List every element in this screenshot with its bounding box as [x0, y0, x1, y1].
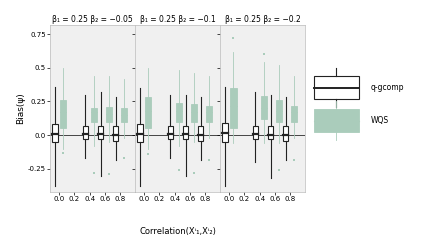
Bar: [276, 100, 282, 122]
Bar: [168, 126, 173, 139]
Bar: [176, 103, 182, 122]
Text: q-gcomp: q-gcomp: [371, 83, 404, 92]
Text: WQS: WQS: [371, 116, 389, 125]
Bar: [314, 109, 359, 132]
Title: β₁ = 0.25 β₂ = −0.05: β₁ = 0.25 β₂ = −0.05: [52, 15, 133, 24]
Bar: [183, 126, 188, 139]
Bar: [198, 126, 204, 141]
Bar: [52, 124, 58, 142]
Bar: [191, 104, 197, 122]
Bar: [314, 76, 359, 99]
Text: Correlation(Xⁱ₁,Xⁱ₂): Correlation(Xⁱ₁,Xⁱ₂): [139, 227, 216, 236]
Bar: [291, 106, 297, 122]
Bar: [61, 100, 66, 128]
Bar: [146, 97, 151, 128]
Bar: [121, 108, 127, 122]
Bar: [261, 96, 267, 119]
Title: β₁ = 0.25 β₂ = −0.1: β₁ = 0.25 β₂ = −0.1: [140, 15, 215, 24]
Bar: [137, 124, 143, 142]
Bar: [268, 126, 273, 139]
Bar: [91, 108, 97, 122]
Bar: [83, 126, 88, 139]
Bar: [231, 88, 236, 128]
Bar: [98, 126, 103, 139]
Title: β₁ = 0.25 β₂ = −0.2: β₁ = 0.25 β₂ = −0.2: [225, 15, 300, 24]
Bar: [253, 126, 258, 139]
Bar: [283, 126, 289, 141]
Bar: [106, 107, 112, 122]
Bar: [222, 123, 228, 142]
Bar: [113, 126, 119, 141]
Bar: [206, 106, 212, 122]
Y-axis label: Bias(ψ): Bias(ψ): [16, 92, 25, 124]
